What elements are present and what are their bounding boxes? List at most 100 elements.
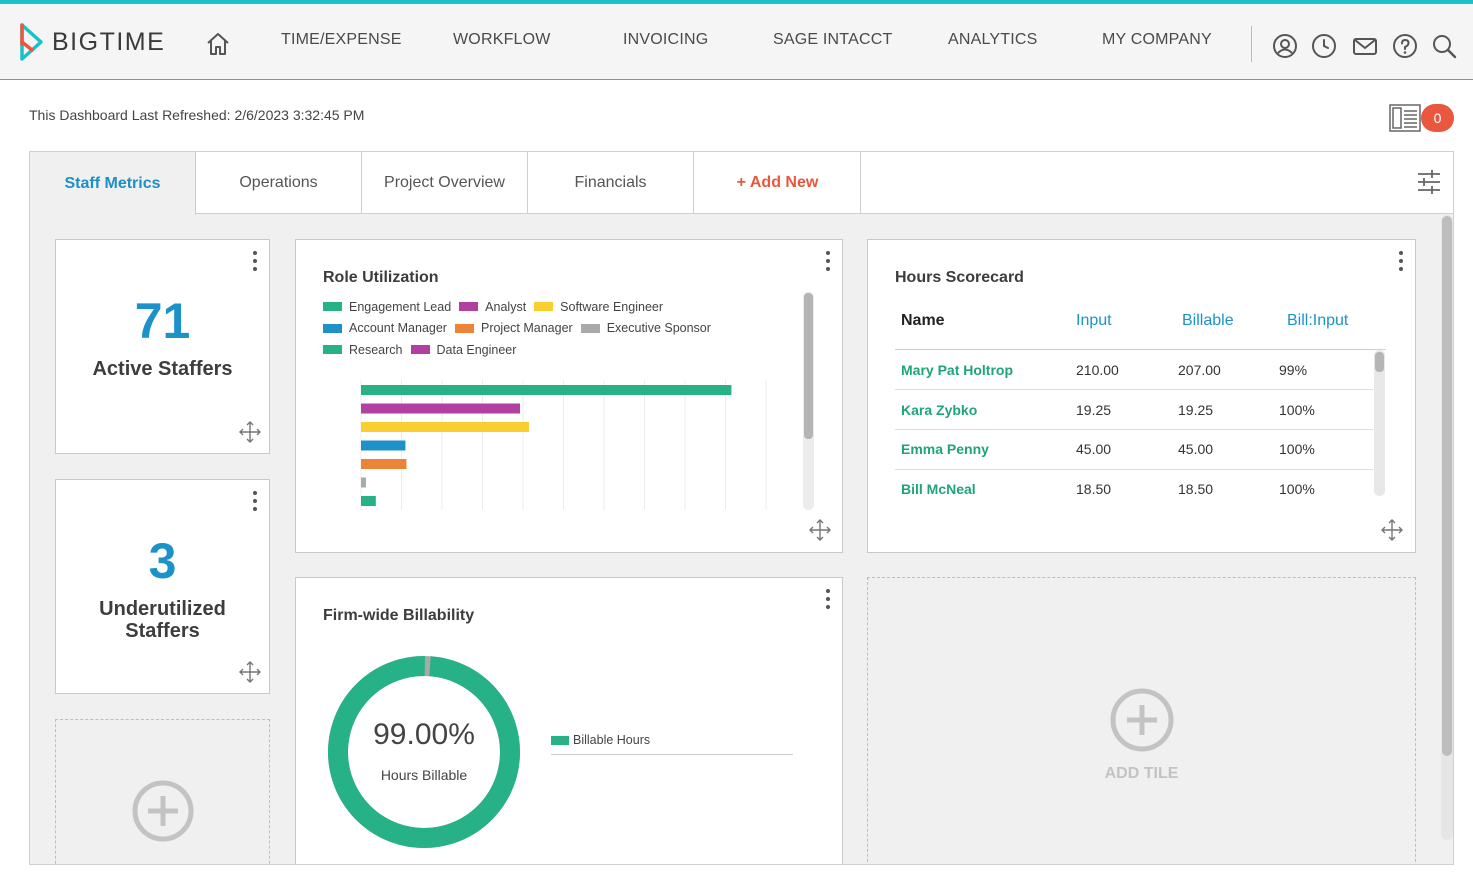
add-tile-label[interactable]: ADD TILE	[1104, 765, 1179, 782]
clock-icon[interactable]	[1311, 33, 1337, 59]
legend-item[interactable]: Software Engineer	[534, 300, 663, 314]
input-value: 19.25	[1076, 402, 1112, 418]
nav-analytics[interactable]: ANALYTICS	[948, 31, 1038, 48]
add-tile-icon[interactable]	[132, 780, 194, 842]
mail-icon[interactable]	[1352, 33, 1378, 59]
legend-item[interactable]: Research	[323, 343, 403, 357]
logo-icon	[20, 23, 43, 61]
tile-menu-icon[interactable]	[251, 250, 259, 272]
tile-menu-icon[interactable]	[251, 490, 259, 512]
search-icon[interactable]	[1431, 33, 1457, 59]
ratio-value: 99%	[1279, 362, 1308, 378]
billable-value: 18.50	[1178, 481, 1214, 497]
column-header-bill-input[interactable]: Bill:Input	[1287, 312, 1349, 329]
bar-project-manager[interactable]	[361, 459, 407, 469]
move-icon[interactable]	[1381, 519, 1403, 541]
legend-label: Executive Sponsor	[606, 321, 711, 336]
active-staffers-tile: 71 Active Staffers	[55, 239, 270, 454]
bar-analyst[interactable]	[361, 403, 521, 414]
table-scrollbar[interactable]	[1374, 350, 1385, 496]
role-utilization-tile: Role Utilization Engagement Lead Analyst…	[295, 239, 843, 553]
move-icon[interactable]	[239, 421, 261, 443]
nav-my-company[interactable]: MY COMPANY	[1102, 31, 1212, 48]
legend-item[interactable]: Engagement Lead	[323, 300, 451, 314]
billable-value: 19.25	[1178, 402, 1214, 418]
layout-toggle-icon[interactable]	[1389, 104, 1421, 132]
nav-workflow[interactable]: WORKFLOW	[453, 31, 551, 48]
last-refreshed-text: This Dashboard Last Refreshed: 2/6/2023 …	[29, 107, 365, 123]
dashboard-scrollbar-thumb[interactable]	[1442, 216, 1452, 756]
tab-add-new[interactable]: + Add New	[695, 152, 861, 214]
donut-billable-segment[interactable]	[328, 656, 520, 848]
notification-badge[interactable]: 0	[1421, 104, 1454, 132]
staff-name-link[interactable]: Kara Zybko	[901, 402, 978, 418]
tab-staff-metrics[interactable]: Staff Metrics	[30, 152, 196, 215]
underutilized-count: 3	[148, 533, 177, 589]
bar-engagement-lead[interactable]	[361, 385, 732, 395]
logo-text: BIGTIME	[52, 27, 166, 56]
staff-name-link[interactable]: Bill McNeal	[901, 481, 976, 497]
legend-label: Analyst	[485, 299, 527, 314]
staff-name-link[interactable]: Emma Penny	[901, 441, 989, 457]
legend-label: Software Engineer	[560, 299, 664, 314]
move-icon[interactable]	[239, 661, 261, 683]
row-divider	[895, 389, 1373, 390]
nav-time-expense[interactable]: TIME/EXPENSE	[281, 31, 402, 48]
underutilized-staffers-tile: 3 Underutilized Staffers	[55, 479, 270, 694]
move-icon[interactable]	[809, 519, 831, 541]
nav-divider	[1251, 26, 1252, 62]
bar-account-manager[interactable]	[361, 440, 406, 451]
table-scrollbar-thumb[interactable]	[1375, 352, 1384, 372]
legend-item[interactable]: Executive Sponsor	[580, 321, 711, 336]
nav-sage-intacct[interactable]: SAGE INTACCT	[773, 31, 893, 48]
bar-executive-sponsor[interactable]	[361, 477, 366, 488]
user-icon[interactable]	[1272, 33, 1298, 59]
help-icon[interactable]	[1392, 33, 1418, 59]
legend-label: Data Engineer	[436, 342, 517, 357]
tab-operations[interactable]: Operations	[196, 152, 362, 214]
row-divider	[895, 469, 1373, 470]
chart-scrollbar-thumb[interactable]	[804, 293, 813, 439]
bar-software-engineer[interactable]	[361, 422, 529, 432]
column-header-input[interactable]: Input	[1076, 312, 1112, 329]
bigtime-logo[interactable]: BIGTIME	[18, 22, 165, 62]
legend-swatch	[454, 323, 474, 333]
top-navigation: BIGTIME TIME/EXPENSE WORKFLOW INVOICING …	[0, 0, 1473, 80]
home-icon[interactable]	[204, 30, 232, 58]
tab-financials[interactable]: Financials	[528, 152, 694, 214]
billable-value: 45.00	[1178, 441, 1214, 457]
add-tile-icon[interactable]	[1110, 688, 1174, 752]
legend-divider	[551, 754, 793, 755]
add-tile-placeholder-small[interactable]	[55, 719, 270, 864]
column-header-name[interactable]: Name	[901, 312, 945, 329]
hours-scorecard-tile: Hours Scorecard Name Input Billable Bill…	[867, 239, 1416, 553]
legend-swatch	[323, 323, 342, 333]
legend-item[interactable]: Account Manager	[323, 321, 447, 335]
active-staffers-count: 71	[134, 293, 191, 349]
billability-legend-item[interactable]: Billable Hours	[551, 733, 650, 747]
nav-invoicing[interactable]: INVOICING	[623, 31, 709, 48]
bar-research[interactable]	[361, 496, 376, 506]
tile-menu-icon[interactable]	[824, 588, 832, 610]
legend-item[interactable]: Data Engineer	[410, 342, 517, 357]
ratio-value: 100%	[1279, 481, 1315, 497]
tile-menu-icon[interactable]	[1397, 250, 1405, 272]
tile-menu-icon[interactable]	[824, 250, 832, 272]
legend-swatch	[323, 302, 342, 312]
filter-settings-icon[interactable]	[1416, 168, 1442, 196]
staff-name-link[interactable]: Mary Pat Holtrop	[901, 362, 1014, 378]
column-header-billable[interactable]: Billable	[1182, 312, 1234, 329]
underutilized-label: Underutilized Staffers	[99, 598, 226, 642]
input-value: 210.00	[1076, 362, 1119, 378]
dashboard-panel: Staff Metrics Operations Project Overvie…	[29, 151, 1454, 865]
legend-swatch	[459, 302, 479, 312]
hours-scorecard-title: Hours Scorecard	[895, 269, 1024, 286]
add-tile-placeholder[interactable]: ADD TILE	[867, 577, 1416, 864]
legend-swatch	[534, 302, 554, 312]
billability-donut-chart	[328, 656, 520, 848]
input-value: 45.00	[1076, 441, 1112, 457]
legend-item[interactable]: Analyst	[459, 300, 526, 314]
legend-item[interactable]: Project Manager	[454, 321, 573, 335]
tab-project-overview[interactable]: Project Overview	[362, 152, 528, 214]
billable-value: 207.00	[1178, 362, 1221, 378]
